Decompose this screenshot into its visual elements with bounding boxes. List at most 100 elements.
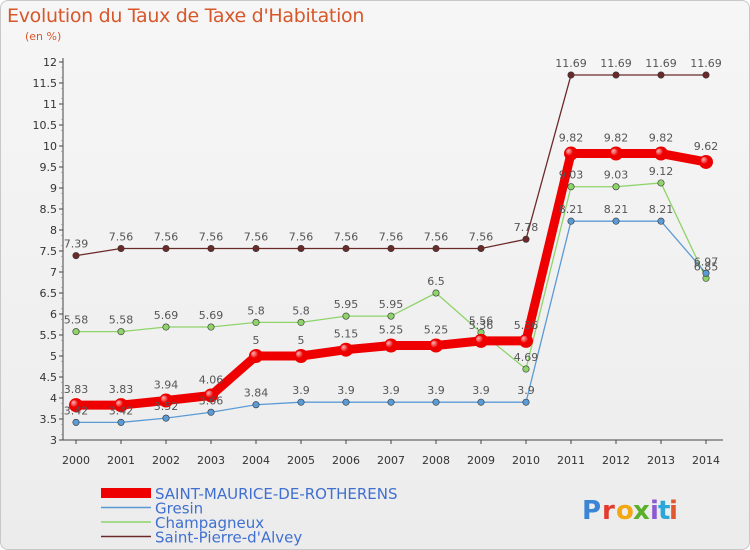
chart-subtitle: (en %) (25, 30, 62, 43)
y-tick-label: 11 (43, 98, 57, 111)
data-point (522, 365, 530, 373)
data-point-highlight (476, 335, 483, 343)
data-point (162, 414, 170, 422)
data-point (207, 244, 215, 252)
data-label: 7.56 (154, 230, 179, 243)
data-point-highlight (611, 148, 618, 156)
data-point (567, 71, 575, 79)
data-point (252, 401, 260, 409)
legend-label: Gresin (155, 500, 203, 518)
data-point (612, 71, 620, 79)
data-point (72, 418, 80, 426)
data-label: 5 (253, 334, 260, 347)
data-label: 3.9 (427, 384, 445, 397)
brand-logo-letter: x (633, 496, 650, 526)
data-label: 4.69 (514, 351, 539, 364)
data-point-highlight (116, 400, 123, 408)
x-tick-label: 2002 (152, 454, 180, 467)
data-label: 8.21 (649, 203, 674, 216)
data-point (207, 408, 215, 416)
data-label: 3.52 (154, 400, 179, 413)
data-point-highlight (251, 351, 258, 358)
data-point (342, 244, 350, 252)
data-label: 5.36 (469, 319, 494, 332)
data-label: 5.58 (109, 314, 134, 327)
data-label: 9.82 (604, 132, 629, 145)
chart-title: Evolution du Taux de Taxe d'Habitation (7, 5, 365, 27)
data-point (387, 244, 395, 252)
data-label: 7.56 (379, 230, 404, 243)
data-point (432, 289, 440, 297)
data-point-highlight (161, 395, 168, 403)
x-tick-label: 2006 (332, 454, 360, 467)
data-label: 7.39 (64, 238, 89, 251)
legend-label: Saint-Pierre-d'Alvey (155, 529, 302, 547)
data-point (342, 398, 350, 406)
y-tick-label: 5 (50, 350, 57, 363)
data-point (387, 312, 395, 320)
y-tick-label: 12 (43, 56, 57, 69)
y-tick-label: 8.5 (40, 203, 58, 216)
data-point-highlight (206, 390, 213, 398)
data-label: 6.5 (427, 275, 445, 288)
data-point-highlight (71, 400, 78, 408)
data-label: 9.82 (649, 132, 674, 145)
data-label: 7.56 (289, 230, 314, 243)
data-label: 7.56 (334, 230, 359, 243)
y-tick-label: 11.5 (33, 77, 58, 90)
brand-logo-letter: o (616, 496, 634, 526)
data-label: 7.56 (244, 230, 269, 243)
data-label: 3.42 (64, 404, 89, 417)
data-label: 3.83 (109, 383, 134, 396)
data-label: 3.9 (292, 384, 310, 397)
data-label: 9.03 (559, 169, 584, 182)
x-tick-label: 2009 (467, 454, 495, 467)
y-tick-label: 3.5 (40, 413, 58, 426)
data-point (432, 244, 440, 252)
data-point-highlight (521, 335, 528, 343)
data-label: 4.06 (199, 373, 224, 386)
data-label: 7.78 (514, 221, 539, 234)
data-point (702, 269, 710, 277)
data-point (72, 328, 80, 336)
data-label: 7.56 (199, 230, 224, 243)
data-label: 3.94 (154, 379, 179, 392)
data-point (342, 312, 350, 320)
data-label: 9.12 (649, 165, 674, 178)
data-point (477, 398, 485, 406)
data-point (567, 183, 575, 191)
x-tick-label: 2003 (197, 454, 225, 467)
brand-logo-letter: i (650, 496, 659, 526)
x-tick-label: 2004 (242, 454, 270, 467)
x-tick-label: 2008 (422, 454, 450, 467)
x-tick-label: 2000 (62, 454, 90, 467)
data-point (297, 398, 305, 406)
y-tick-label: 7.5 (40, 245, 58, 258)
brand-logo-letter: r (602, 496, 615, 526)
data-label: 9.03 (604, 169, 629, 182)
data-point (432, 398, 440, 406)
y-tick-label: 4.5 (40, 371, 58, 384)
data-label: 11.69 (555, 57, 587, 70)
data-point (297, 318, 305, 326)
data-label: 3.9 (337, 384, 355, 397)
data-label: 6.85 (694, 260, 719, 273)
data-point-highlight (296, 351, 303, 358)
data-label: 5.69 (154, 309, 179, 322)
data-point (207, 323, 215, 331)
data-label: 11.69 (645, 57, 677, 70)
data-point (117, 418, 125, 426)
data-label: 7.56 (469, 230, 494, 243)
data-label: 11.69 (600, 57, 632, 70)
data-label: 5.25 (424, 324, 449, 337)
data-label: 3.9 (472, 384, 490, 397)
data-point-highlight (431, 340, 438, 348)
data-label: 3.83 (64, 383, 89, 396)
data-label: 5.25 (379, 324, 404, 337)
data-point-highlight (656, 148, 663, 156)
y-tick-label: 5.5 (40, 329, 58, 342)
data-point (117, 244, 125, 252)
data-label: 5.8 (292, 304, 310, 317)
data-point (657, 217, 665, 225)
